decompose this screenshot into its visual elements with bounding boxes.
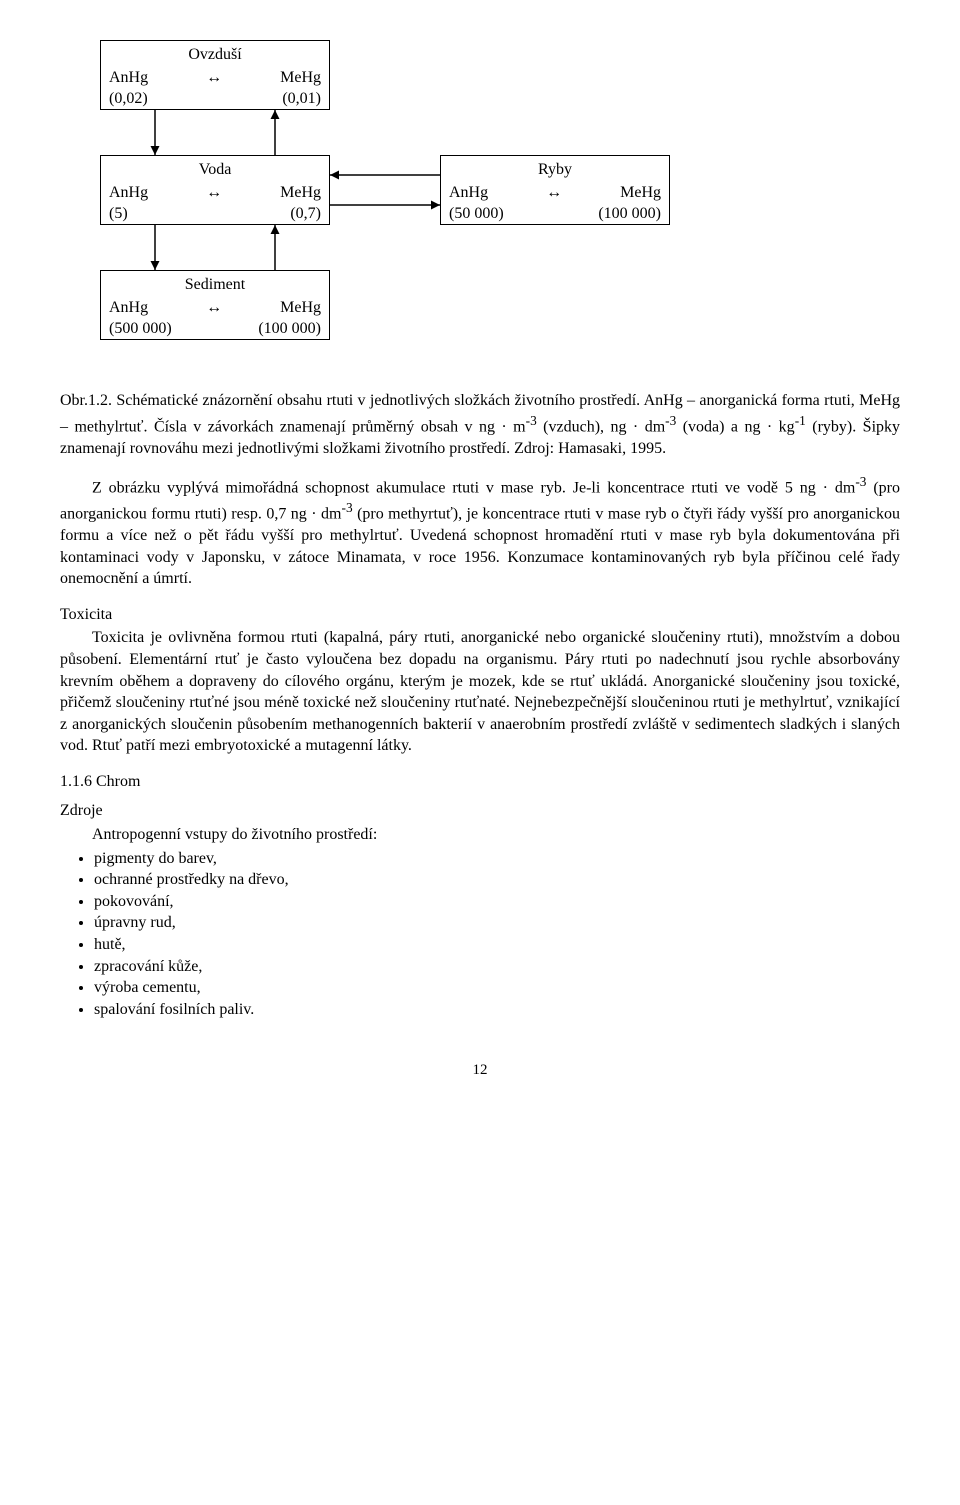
zdroje-item: pigmenty do barev,: [94, 848, 900, 870]
paragraph-toxicita: Toxicita je ovlivněna formou rtuti (kapa…: [60, 627, 900, 757]
box-voda-arrow: ↔: [200, 183, 228, 204]
box-sediment-left-label: AnHg: [109, 298, 148, 319]
box-ovzdusi-right-label: MeHg: [280, 68, 321, 89]
zdroje-item: ochranné prostředky na dřevo,: [94, 869, 900, 891]
paragraph-accumulation: Z obrázku vyplývá mimořádná schopnost ak…: [60, 473, 900, 590]
mercury-cycle-diagram: Ovzduší AnHg ↔ MeHg (0,02) (0,01) Voda A…: [80, 40, 700, 380]
zdroje-item: hutě,: [94, 934, 900, 956]
box-ryby-left-value: (50 000): [449, 204, 504, 225]
box-ryby-title: Ryby: [449, 160, 661, 181]
box-ovzdusi-left-value: (0,02): [109, 89, 148, 110]
box-sediment-arrow: ↔: [200, 298, 228, 319]
box-sediment: Sediment AnHg ↔ MeHg (500 000) (100 000): [100, 270, 330, 340]
box-ovzdusi-left-label: AnHg: [109, 68, 148, 89]
heading-chrom: 1.1.6 Chrom: [60, 771, 900, 793]
box-ovzdusi: Ovzduší AnHg ↔ MeHg (0,02) (0,01): [100, 40, 330, 110]
box-voda: Voda AnHg ↔ MeHg (5) (0,7): [100, 155, 330, 225]
box-ryby-right-label: MeHg: [620, 183, 661, 204]
box-ovzdusi-title: Ovzduší: [109, 45, 321, 66]
figure-caption: Obr.1.2. Schématické znázornění obsahu r…: [60, 390, 900, 459]
box-ovzdusi-right-value: (0,01): [282, 89, 321, 110]
zdroje-item: zpracování kůže,: [94, 956, 900, 978]
heading-toxicita: Toxicita: [60, 604, 900, 626]
zdroje-intro: Antropogenní vstupy do životního prostře…: [60, 824, 900, 846]
heading-zdroje: Zdroje: [60, 800, 900, 822]
zdroje-list: pigmenty do barev, ochranné prostředky n…: [76, 848, 900, 1021]
zdroje-item: výroba cementu,: [94, 977, 900, 999]
box-sediment-left-value: (500 000): [109, 319, 172, 340]
box-voda-right-value: (0,7): [290, 204, 321, 225]
box-voda-right-label: MeHg: [280, 183, 321, 204]
page-number: 12: [60, 1060, 900, 1080]
box-sediment-right-label: MeHg: [280, 298, 321, 319]
box-sediment-title: Sediment: [109, 275, 321, 296]
box-voda-title: Voda: [109, 160, 321, 181]
box-ryby-left-label: AnHg: [449, 183, 488, 204]
zdroje-item: spalování fosilních paliv.: [94, 999, 900, 1021]
box-voda-left-label: AnHg: [109, 183, 148, 204]
box-sediment-right-value: (100 000): [258, 319, 321, 340]
box-voda-left-value: (5): [109, 204, 128, 225]
box-ryby-arrow: ↔: [540, 183, 568, 204]
zdroje-item: úpravny rud,: [94, 912, 900, 934]
box-ryby-right-value: (100 000): [598, 204, 661, 225]
box-ovzdusi-arrow: ↔: [200, 68, 228, 89]
zdroje-item: pokovování,: [94, 891, 900, 913]
box-ryby: Ryby AnHg ↔ MeHg (50 000) (100 000): [440, 155, 670, 225]
